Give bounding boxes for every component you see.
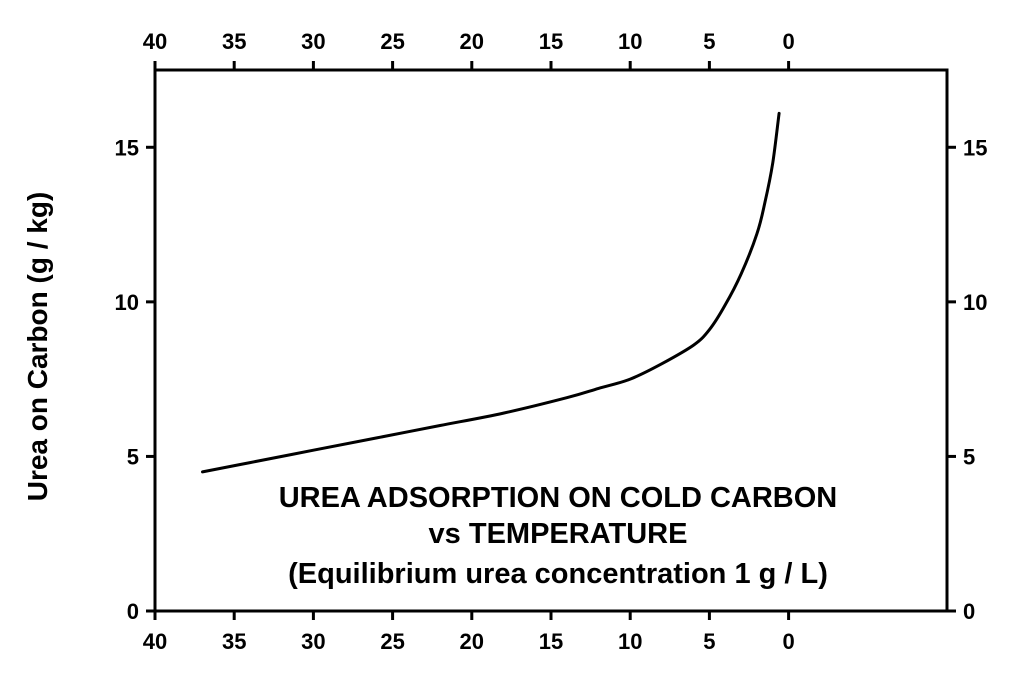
x-axis-bottom: 40 35 30 25 20 15 10 5 0	[143, 611, 795, 654]
chart-title: UREA ADSORPTION ON COLD CARBON vs TEMPERA…	[279, 482, 838, 590]
x-tick-label-bottom: 5	[703, 629, 715, 654]
y-tick-label-left: 0	[127, 599, 139, 624]
y-tick-label-left: 5	[127, 444, 139, 469]
y-tick-label-left: 15	[115, 135, 139, 160]
x-tick-label-top: 5	[703, 29, 715, 54]
x-tick-label-bottom: 10	[618, 629, 642, 654]
x-tick-label-top: 35	[222, 29, 246, 54]
x-tick-label-top: 25	[380, 29, 404, 54]
chart-title-line: (Equilibrium urea concentration 1 g / L)	[288, 558, 828, 590]
x-tick-label-bottom: 0	[782, 629, 794, 654]
series-line	[201, 111, 781, 474]
x-tick-label-bottom: 40	[143, 629, 167, 654]
chart-title-line: UREA ADSORPTION ON COLD CARBON	[279, 482, 838, 514]
x-tick-label-bottom: 30	[301, 629, 325, 654]
y-axis-left: 0 5 10 15	[115, 135, 155, 624]
plot-frame	[153, 68, 949, 613]
chart-title-line: vs TEMPERATURE	[429, 518, 688, 550]
y-tick-label-right: 0	[963, 599, 975, 624]
x-tick-label-top: 15	[539, 29, 563, 54]
x-tick-label-bottom: 25	[380, 629, 404, 654]
x-tick-label-bottom: 20	[460, 629, 484, 654]
y-axis-right: 0 5 10 15	[947, 135, 987, 624]
x-axis-top: 40 35 30 25 20 15 10 5 0	[143, 29, 795, 70]
x-tick-label-bottom: 15	[539, 629, 563, 654]
x-tick-label-top: 10	[618, 29, 642, 54]
x-tick-label-top: 20	[460, 29, 484, 54]
y-axis-title: Urea on Carbon (g / kg)	[22, 192, 53, 502]
y-tick-label-right: 15	[963, 135, 987, 160]
x-tick-label-bottom: 35	[222, 629, 246, 654]
x-tick-label-top: 40	[143, 29, 167, 54]
x-tick-label-top: 30	[301, 29, 325, 54]
y-tick-label-left: 10	[115, 290, 139, 315]
x-tick-label-top: 0	[782, 29, 794, 54]
y-tick-label-right: 5	[963, 444, 975, 469]
y-tick-label-right: 10	[963, 290, 987, 315]
